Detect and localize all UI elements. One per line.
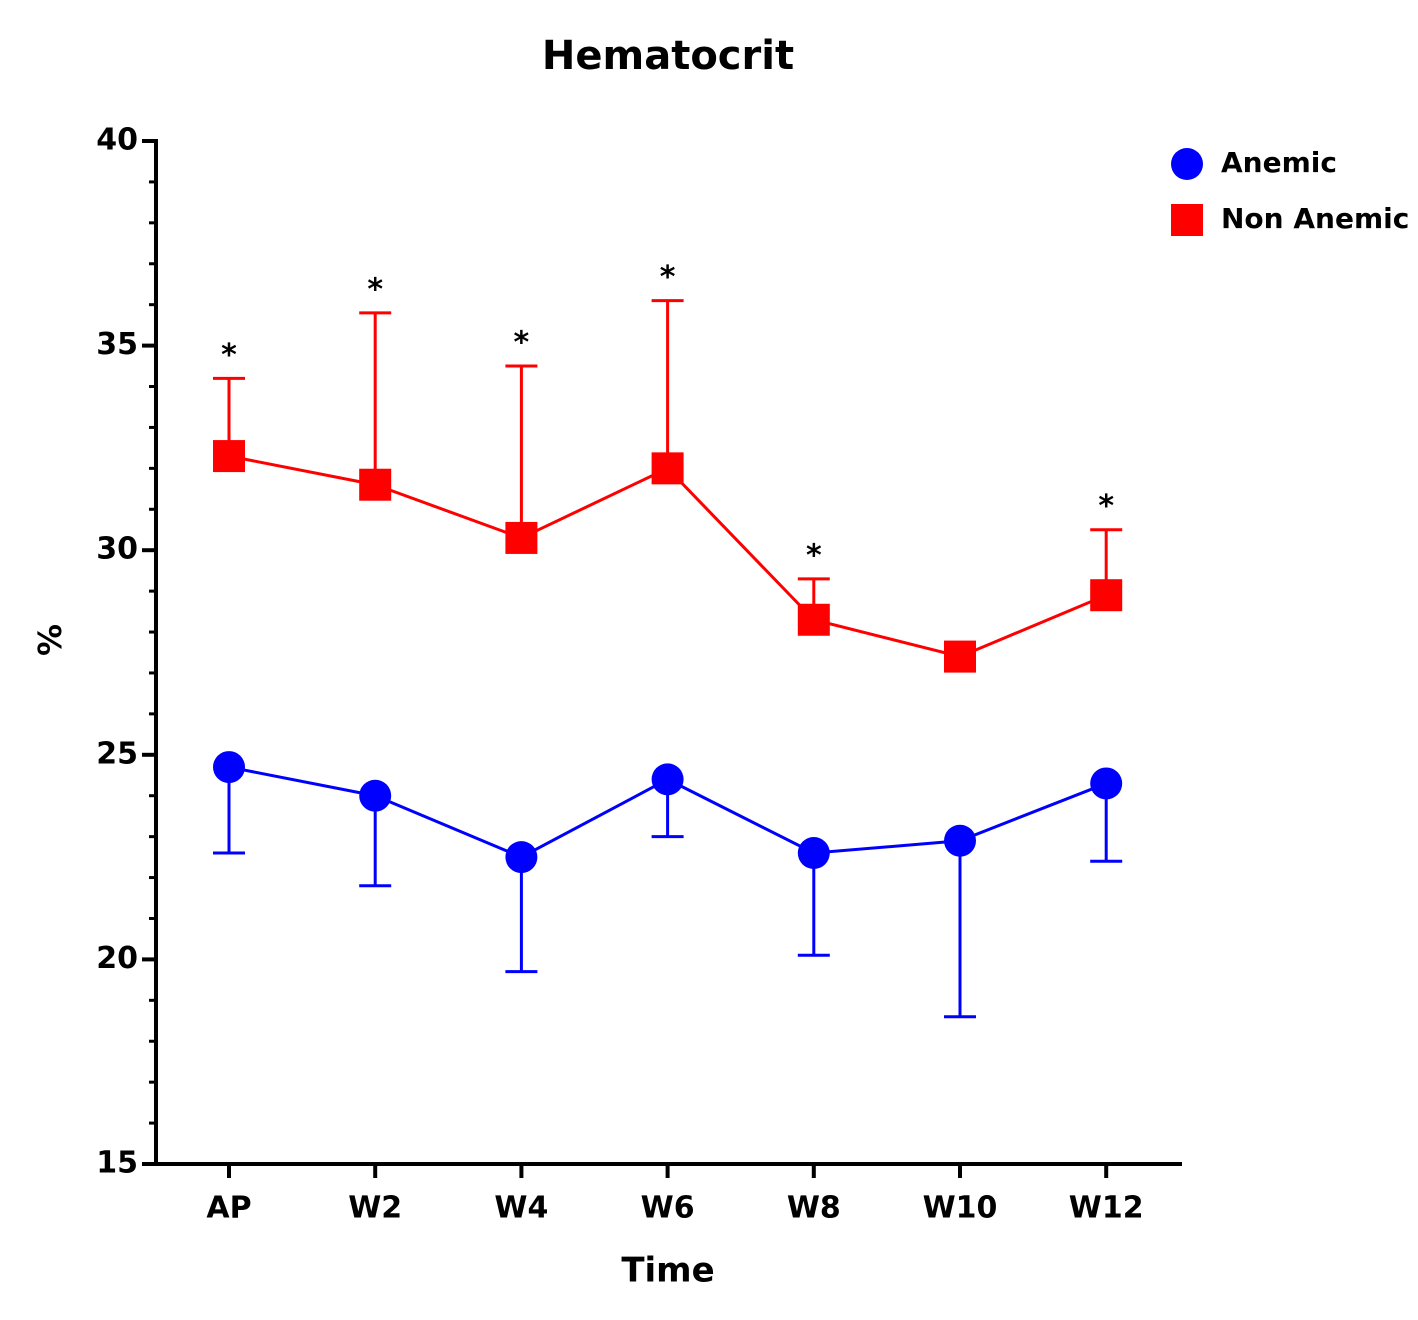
y-tick-label: 40 — [96, 123, 138, 158]
legend-marker — [1171, 148, 1203, 180]
data-point — [359, 468, 392, 501]
data-point — [944, 640, 976, 673]
error-bar — [505, 364, 538, 538]
error-bar — [359, 311, 392, 485]
legend-label: Anemic — [1221, 146, 1337, 179]
error-bar — [797, 853, 830, 957]
legend-label: Non Anemic — [1221, 202, 1409, 235]
significance-mark: * — [1098, 489, 1114, 524]
legend-marker — [1171, 204, 1203, 236]
y-tick-label: 25 — [96, 736, 138, 771]
data-point — [651, 452, 684, 485]
data-point — [359, 779, 392, 812]
data-point — [213, 751, 245, 784]
chart-title: Hematocrit — [542, 33, 794, 79]
significance-mark: * — [806, 538, 822, 573]
error-bar — [651, 299, 684, 469]
significance-mark: * — [221, 338, 237, 373]
data-point — [944, 824, 976, 857]
data-point — [1090, 767, 1123, 800]
y-axis-label: % — [31, 624, 69, 656]
x-tick-label: W6 — [641, 1191, 695, 1226]
significance-mark: * — [367, 272, 383, 307]
y-tick-label: 35 — [96, 327, 138, 362]
data-point — [797, 603, 830, 636]
x-tick-label: W8 — [787, 1191, 841, 1226]
significance-mark: * — [660, 260, 676, 295]
y-tick-label: 15 — [96, 1146, 138, 1181]
significance-mark: * — [514, 326, 530, 361]
y-tick-label: 20 — [96, 941, 138, 976]
x-axis-label: Time — [621, 1251, 714, 1291]
x-tick-label: W10 — [923, 1191, 998, 1226]
data-point — [213, 440, 245, 473]
error-bar — [944, 840, 976, 1019]
data-point — [651, 763, 684, 796]
x-tick-label: W2 — [348, 1191, 402, 1226]
y-tick-label: 30 — [96, 532, 138, 567]
x-tick-label: W12 — [1069, 1191, 1144, 1226]
data-point — [505, 841, 538, 874]
data-point — [797, 837, 830, 870]
x-tick-label: W4 — [494, 1191, 548, 1226]
data-point — [505, 521, 538, 554]
data-point — [1090, 579, 1123, 612]
x-tick-label: AP — [206, 1191, 251, 1226]
error-bar — [505, 857, 538, 974]
